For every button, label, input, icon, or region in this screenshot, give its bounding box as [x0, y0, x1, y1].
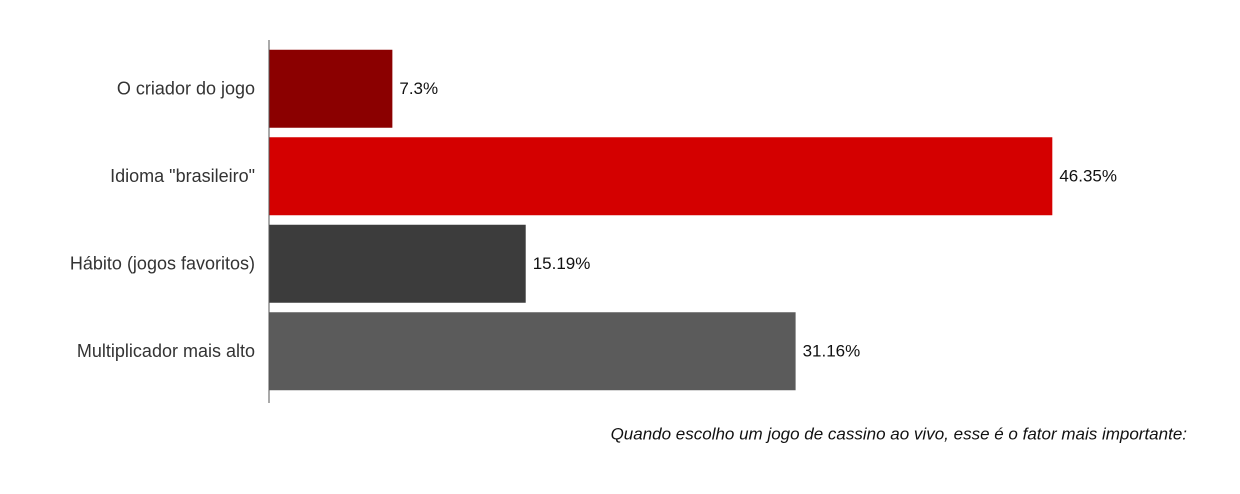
- category-label: Idioma "brasileiro": [110, 166, 255, 186]
- value-label: 15.19%: [533, 254, 591, 273]
- bar: [269, 49, 393, 128]
- bar: [269, 312, 796, 391]
- value-label: 46.35%: [1059, 167, 1117, 186]
- category-label: O criador do jogo: [117, 79, 255, 99]
- category-label: Hábito (jogos favoritos): [70, 254, 255, 274]
- value-label: 7.3%: [399, 79, 438, 98]
- value-label: 31.16%: [803, 342, 861, 361]
- bar: [269, 224, 526, 303]
- category-label: Multiplicador mais alto: [77, 341, 255, 361]
- bar: [269, 137, 1053, 216]
- chart-caption: Quando escolho um jogo de cassino ao viv…: [611, 424, 1188, 443]
